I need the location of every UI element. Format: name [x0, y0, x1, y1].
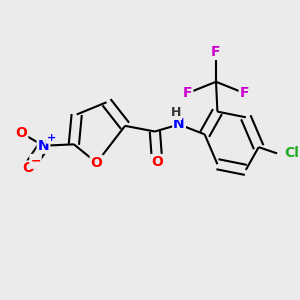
- Text: Cl: Cl: [284, 146, 299, 161]
- Text: F: F: [240, 86, 249, 100]
- Text: F: F: [183, 86, 192, 100]
- Text: O: O: [22, 161, 34, 176]
- Text: −: −: [30, 155, 41, 168]
- Text: O: O: [15, 126, 27, 140]
- Text: H: H: [171, 106, 181, 119]
- Text: N: N: [173, 117, 185, 131]
- Text: F: F: [211, 45, 221, 59]
- Text: O: O: [91, 156, 103, 170]
- Text: N: N: [38, 139, 49, 153]
- Text: +: +: [47, 133, 56, 143]
- Text: O: O: [151, 155, 163, 169]
